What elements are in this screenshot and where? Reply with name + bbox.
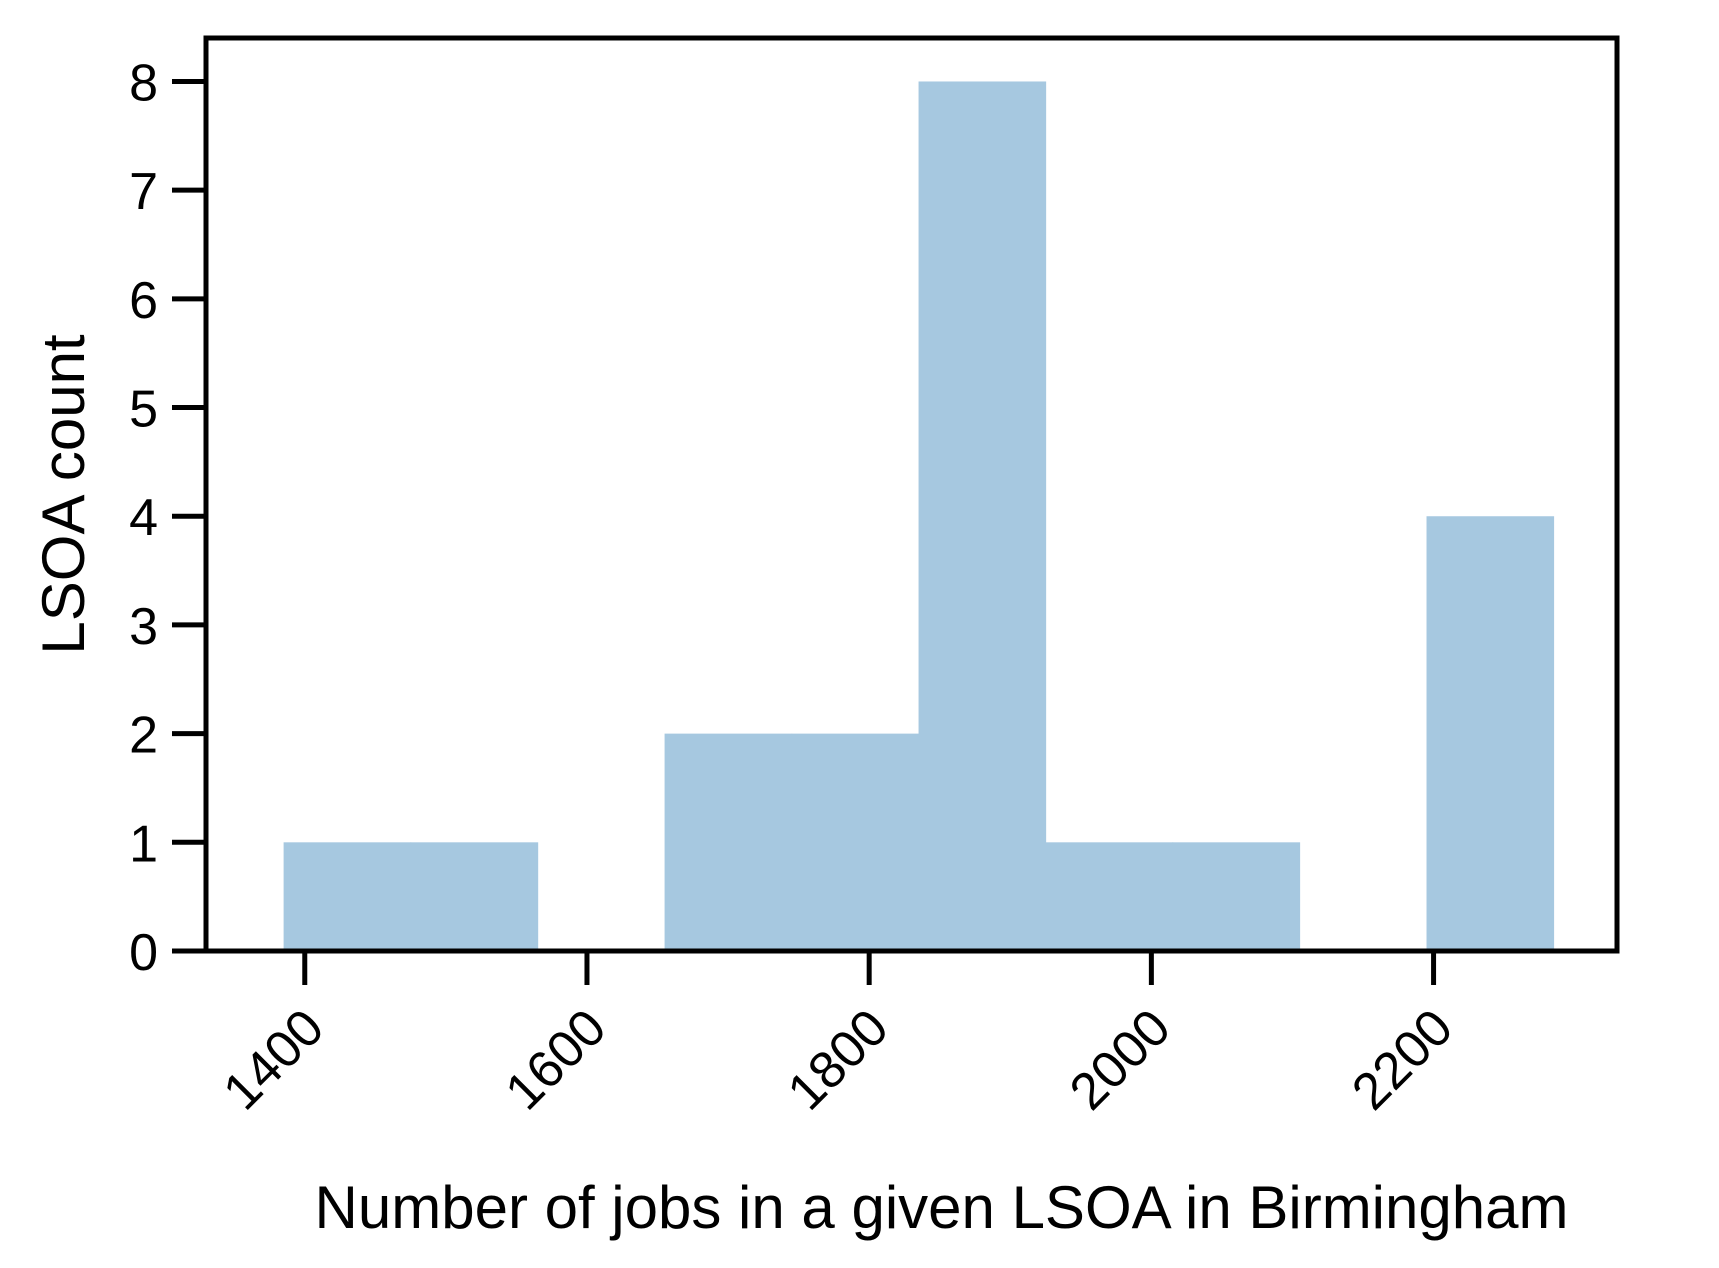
histogram-bar-9: [1426, 516, 1555, 951]
x-tick-label: 2200: [1341, 998, 1464, 1121]
histogram-bar-5: [918, 81, 1047, 951]
histogram-bars: [283, 81, 1555, 951]
x-tick-label: 1400: [212, 998, 335, 1121]
y-tick-label: 8: [129, 54, 158, 112]
histogram-bar-7: [1172, 842, 1301, 951]
x-tick-label: 1600: [495, 998, 618, 1121]
y-tick-label: 6: [129, 272, 158, 330]
x-axis-label: Number of jobs in a given LSOA in Birmin…: [315, 1174, 1569, 1241]
y-tick-label: 7: [129, 163, 158, 221]
y-tick-label: 2: [129, 707, 158, 765]
y-axis-ticks: 0 1 2 3 4 5 6 7 8: [129, 54, 206, 982]
y-tick-label: 4: [129, 489, 158, 547]
y-tick-label: 3: [129, 598, 158, 656]
y-axis-label: LSOA count: [30, 334, 97, 655]
histogram-bar-1: [410, 842, 539, 951]
histogram-bar-4: [791, 733, 920, 951]
histogram-bar-3: [664, 733, 793, 951]
x-tick-label: 1800: [777, 998, 900, 1121]
x-axis-ticks: 1400 1600 1800 2000 2200: [212, 951, 1464, 1121]
y-tick-label: 0: [129, 924, 158, 982]
plot-frame: [203, 35, 1620, 954]
histogram-bar-6: [1045, 842, 1174, 951]
histogram-bar-0: [283, 842, 412, 951]
y-tick-label: 1: [129, 815, 158, 873]
x-tick-label: 2000: [1059, 998, 1182, 1121]
y-tick-label: 5: [129, 381, 158, 439]
